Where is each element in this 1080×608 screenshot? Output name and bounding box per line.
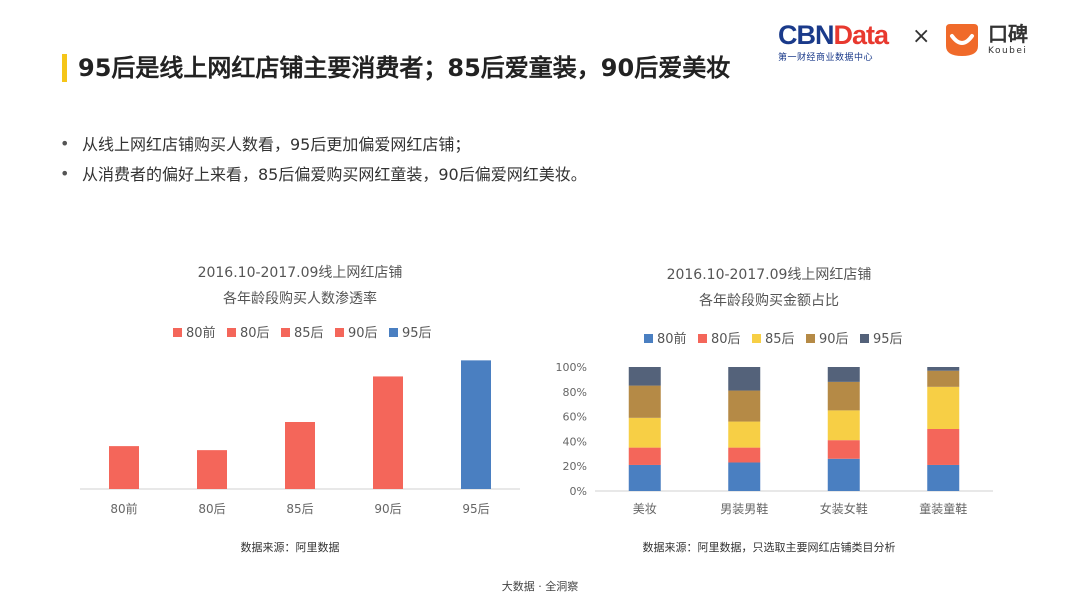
stacked-segment <box>827 458 860 491</box>
y-tick-label: 0% <box>570 485 587 498</box>
legend-label: 90后 <box>348 326 378 341</box>
chart-subtitle: 各年龄段购买金额占比 <box>699 293 839 309</box>
chart-subtitle: 各年龄段购买人数渗透率 <box>223 290 377 307</box>
legend-label: 90后 <box>819 332 849 347</box>
stacked-segment <box>728 447 761 463</box>
stacked-segment <box>628 447 661 465</box>
chart-title: 2016.10-2017.09线上网红店铺 <box>667 267 872 283</box>
stacked-segment <box>628 417 661 448</box>
legend-swatch <box>806 334 815 343</box>
x-tick-label: 80前 <box>110 501 137 516</box>
legend-label: 80前 <box>186 325 216 341</box>
chart-title: 2016.10-2017.09线上网红店铺 <box>198 265 403 281</box>
legend-label: 85后 <box>765 332 795 347</box>
legend-swatch <box>698 334 707 343</box>
legend-swatch <box>227 328 236 337</box>
legend-swatch <box>644 334 653 343</box>
footer-tagline: 大数据 · 全洞察 <box>501 580 579 593</box>
stacked-segment <box>827 381 860 411</box>
stacked-segment <box>728 421 761 448</box>
stacked-segment <box>827 410 860 441</box>
bullet-dot-icon: • <box>60 163 70 183</box>
chart-source: 数据来源：阿里数据，只选取主要网红店铺类目分析 <box>643 540 896 554</box>
legend-swatch <box>335 328 344 337</box>
legend-label: 85后 <box>294 326 324 341</box>
y-tick-label: 80% <box>563 386 587 399</box>
y-tick-label: 20% <box>563 460 587 473</box>
stacked-segment <box>827 440 860 459</box>
stacked-segment <box>728 367 761 391</box>
y-tick-label: 60% <box>563 411 587 424</box>
bar <box>373 376 403 489</box>
title-accent-bar <box>62 54 67 82</box>
x-tick-label: 女装女鞋 <box>820 501 868 516</box>
x-tick-label: 男装男鞋 <box>720 501 768 516</box>
header-logos: CBNData 第一财经商业数据中心 × 口碑 Koubei <box>778 20 1058 64</box>
legend-swatch <box>173 328 182 337</box>
cbn-logo-text-b: Data <box>833 20 890 50</box>
legend-swatch <box>860 334 869 343</box>
bullet-item: • 从消费者的偏好上来看，85后偏爱购买网红童装，90后偏爱网红美妆。 <box>60 158 587 188</box>
stacked-segment <box>628 385 661 418</box>
legend-label: 95后 <box>873 332 903 347</box>
stacked-segment <box>927 367 960 371</box>
x-tick-label: 童装童鞋 <box>919 501 967 516</box>
cbn-logo-subtitle: 第一财经商业数据中心 <box>778 53 874 63</box>
y-tick-label: 40% <box>563 435 587 448</box>
legend-swatch <box>389 328 398 337</box>
stacked-segment <box>728 390 761 422</box>
x-tick-label: 85后 <box>286 502 313 516</box>
bullet-text: 从消费者的偏好上来看，85后偏爱购买网红童装，90后偏爱网红美妆。 <box>82 165 587 184</box>
stacked-segment <box>927 429 960 465</box>
x-tick-label: 80后 <box>198 502 225 516</box>
x-tick-label: 95后 <box>462 502 489 516</box>
legend-swatch <box>281 328 290 337</box>
stacked-segment <box>728 462 761 491</box>
legend-swatch <box>752 334 761 343</box>
bullet-text: 从线上网红店铺购买人数看，95后更加偏爱网红店铺； <box>82 135 471 154</box>
y-tick-label: 100% <box>556 361 587 374</box>
chart-source: 数据来源：阿里数据 <box>241 540 340 554</box>
koubei-logo-text: 口碑 Koubei <box>988 22 1028 56</box>
bar <box>461 360 491 489</box>
stacked-segment <box>628 464 661 491</box>
bar <box>285 422 315 489</box>
koubei-cn: 口碑 <box>988 22 1028 46</box>
legend-label: 80前 <box>657 331 687 347</box>
bar <box>197 450 227 489</box>
cbn-logo-text-a: CBN <box>778 20 834 50</box>
legend-label: 80后 <box>240 326 270 341</box>
stacked-segment <box>628 367 661 386</box>
koubei-smile-icon <box>946 24 978 56</box>
koubei-en: Koubei <box>988 46 1028 56</box>
x-tick-label: 美妆 <box>633 502 657 516</box>
stacked-segment <box>927 370 960 387</box>
logo-separator: × <box>912 24 931 49</box>
stacked-segment <box>827 367 860 382</box>
legend-label: 80后 <box>711 332 741 347</box>
legend-label: 95后 <box>402 326 432 341</box>
bullet-list: • 从线上网红店铺购买人数看，95后更加偏爱网红店铺； • 从消费者的偏好上来看，8… <box>60 128 587 188</box>
stacked-segment <box>927 386 960 429</box>
bullet-item: • 从线上网红店铺购买人数看，95后更加偏爱网红店铺； <box>60 128 587 158</box>
bar <box>109 446 139 489</box>
stacked-segment <box>927 464 960 491</box>
page-title: 95后是线上网红店铺主要消费者；85后爱童装，90后爱美妆 <box>78 54 731 82</box>
bullet-dot-icon: • <box>60 133 70 153</box>
x-tick-label: 90后 <box>374 502 401 516</box>
cbndata-logo: CBNData 第一财经商业数据中心 <box>778 20 908 63</box>
